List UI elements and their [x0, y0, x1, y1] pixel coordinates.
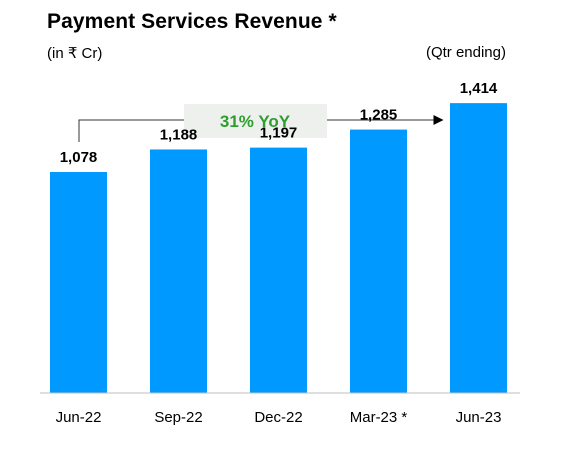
chart-title: Payment Services Revenue *: [47, 10, 337, 33]
bar-dec-22: [250, 147, 307, 393]
bar-value-label: 1,188: [160, 126, 198, 143]
bar-jun-23: [450, 103, 507, 393]
x-tick-label: Jun-22: [56, 409, 102, 426]
yoy-arrow-icon: [433, 115, 444, 125]
bar-value-label: 1,414: [460, 80, 498, 97]
bar-value-label: 1,197: [260, 125, 298, 142]
x-tick-label: Jun-23: [456, 409, 502, 426]
bar-value-label: 1,078: [60, 149, 98, 166]
period-label: (Qtr ending): [425, 44, 506, 61]
yoy-text: 31% YoY: [220, 112, 291, 131]
x-tick-label: Dec-22: [254, 409, 302, 426]
unit-label: (in ₹ Cr): [47, 45, 103, 62]
x-tick-labels: Jun-22 Sep-22 Dec-22 Mar-23 * Jun-23: [56, 409, 502, 426]
bar-value-label: 1,285: [360, 107, 398, 124]
x-tick-label: Mar-23 *: [350, 409, 408, 426]
yoy-callout: 31% YoY: [78, 104, 444, 143]
bar-sep-22: [150, 149, 207, 393]
bar-jun-22: [50, 172, 107, 393]
x-tick-label: Sep-22: [154, 409, 202, 426]
yoy-box: [184, 104, 327, 138]
bar-mar-23: [350, 129, 407, 393]
bars-group: 1,078 1,188 1,197 1,285 1,414: [50, 80, 507, 393]
